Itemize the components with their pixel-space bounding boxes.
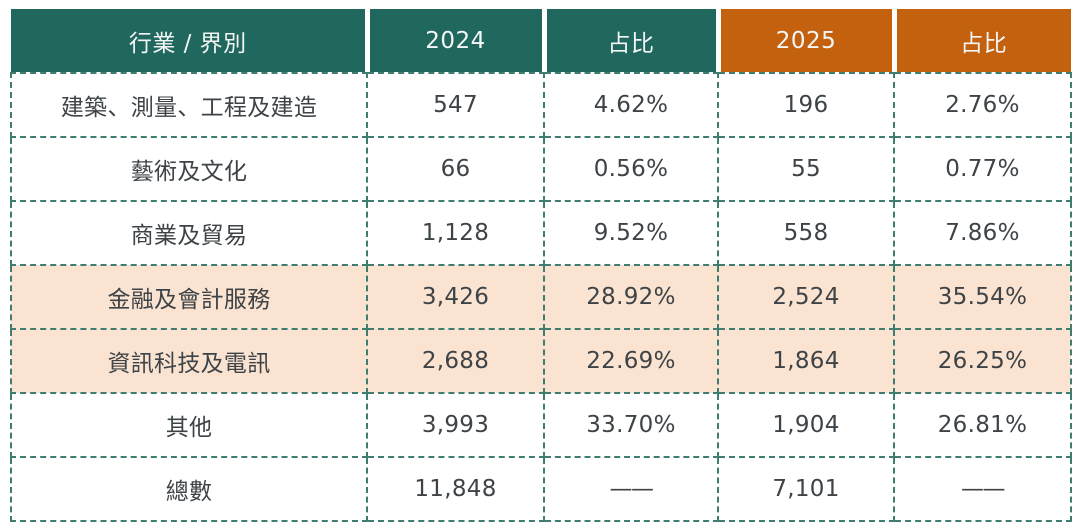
industry-sector-table: 行業 / 界別 2024 占比 2025 占比 建築、測量、工程及建造 547 … [10, 9, 1072, 522]
col-header-2025-share-cell: 占比 [894, 9, 1071, 73]
cell-2025-count: 1,904 [717, 392, 895, 458]
table-row-others: 其他 3,993 33.70% 1,904 26.81% [10, 392, 1072, 458]
table-row-finance-accounting: 金融及會計服務 3,426 28.92% 2,524 35.54% [10, 264, 1072, 330]
cell-industry: 藝術及文化 [10, 136, 368, 202]
cell-2025-share: 26.81% [893, 392, 1072, 458]
cell-2025-share: 26.25% [893, 328, 1072, 394]
cell-2025-share: 2.76% [893, 72, 1072, 138]
cell-2025-count: 196 [717, 72, 895, 138]
cell-industry: 金融及會計服務 [10, 264, 368, 330]
col-header-industry: 行業 / 界別 [11, 9, 365, 72]
cell-industry: 建築、測量、工程及建造 [10, 72, 368, 138]
table-row-it-telecom: 資訊科技及電訊 2,688 22.69% 1,864 26.25% [10, 328, 1072, 394]
table-body: 建築、測量、工程及建造 547 4.62% 196 2.76% 藝術及文化 66… [10, 72, 1072, 522]
cell-2025-count: 558 [717, 200, 895, 266]
col-header-2025: 2025 [720, 9, 892, 72]
col-header-2025-share: 占比 [896, 9, 1071, 72]
cell-2025-count: 55 [717, 136, 895, 202]
cell-2025-count: 1,864 [717, 328, 895, 394]
cell-industry: 其他 [10, 392, 368, 458]
cell-industry: 總數 [10, 456, 368, 522]
col-header-industry-cell: 行業 / 界別 [11, 9, 367, 73]
cell-2025-share: 35.54% [893, 264, 1072, 330]
col-header-2024-cell: 2024 [367, 9, 544, 73]
table-row-arts-culture: 藝術及文化 66 0.56% 55 0.77% [10, 136, 1072, 202]
cell-2024-share: 0.56% [543, 136, 719, 202]
cell-2024-share: 28.92% [543, 264, 719, 330]
cell-2025-count: 7,101 [717, 456, 895, 522]
cell-2024-share: 9.52% [543, 200, 719, 266]
cell-2024-share-dash: —— [543, 456, 719, 522]
cell-2024-count: 11,848 [366, 456, 545, 522]
header-row: 行業 / 界別 2024 占比 2025 占比 [11, 9, 1071, 73]
table-row-construction: 建築、測量、工程及建造 547 4.62% 196 2.76% [10, 72, 1072, 138]
table-header: 行業 / 界別 2024 占比 2025 占比 [11, 9, 1071, 73]
table-row-total: 總數 11,848 —— 7,101 —— [10, 456, 1072, 522]
cell-2024-share: 33.70% [543, 392, 719, 458]
cell-2024-count: 66 [366, 136, 545, 202]
col-header-2024: 2024 [369, 9, 542, 72]
cell-2025-share: 7.86% [893, 200, 1072, 266]
cell-2025-count: 2,524 [717, 264, 895, 330]
cell-industry: 資訊科技及電訊 [10, 328, 368, 394]
cell-2024-count: 2,688 [366, 328, 545, 394]
cell-2024-count: 547 [366, 72, 545, 138]
cell-2024-share: 22.69% [543, 328, 719, 394]
cell-2025-share-dash: —— [893, 456, 1072, 522]
cell-2024-count: 3,426 [366, 264, 545, 330]
cell-2025-share: 0.77% [893, 136, 1072, 202]
col-header-2024-share-cell: 占比 [544, 9, 718, 73]
cell-2024-count: 3,993 [366, 392, 545, 458]
cell-industry: 商業及貿易 [10, 200, 368, 266]
table-row-business-trade: 商業及貿易 1,128 9.52% 558 7.86% [10, 200, 1072, 266]
col-header-2025-cell: 2025 [718, 9, 894, 73]
col-header-2024-share: 占比 [546, 9, 716, 72]
cell-2024-count: 1,128 [366, 200, 545, 266]
cell-2024-share: 4.62% [543, 72, 719, 138]
